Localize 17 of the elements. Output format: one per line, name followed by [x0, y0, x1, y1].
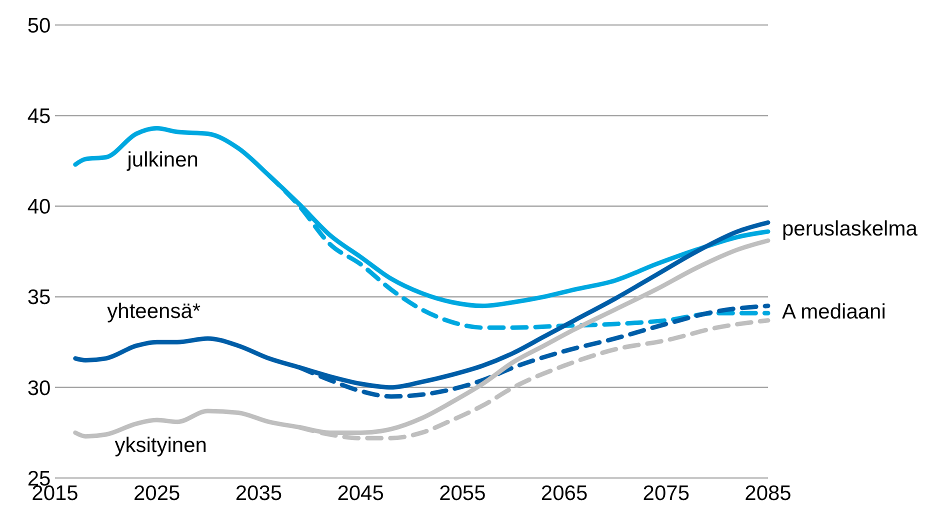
- series-label: yksityinen: [114, 434, 207, 458]
- annotation: peruslaskelma: [782, 217, 918, 240]
- annotation: A mediaani: [782, 300, 886, 324]
- series-label: yhteensä*: [107, 300, 201, 324]
- series-label: julkinen: [126, 148, 198, 172]
- x-tick-label: 2025: [134, 482, 180, 505]
- y-tick-label: 35: [27, 286, 51, 310]
- x-tick-label: 2085: [744, 482, 792, 505]
- x-tick-label: 2055: [439, 482, 486, 505]
- y-tick-label: 45: [27, 104, 51, 128]
- y-tick-label: 40: [27, 196, 51, 219]
- y-tick-label: 50: [27, 14, 51, 38]
- x-tick-label: 2035: [235, 482, 282, 505]
- x-tick-label: 2075: [642, 482, 690, 505]
- y-tick-label: 30: [27, 376, 51, 400]
- x-tick-label: 2065: [540, 482, 588, 505]
- x-tick-label: 2045: [337, 482, 384, 505]
